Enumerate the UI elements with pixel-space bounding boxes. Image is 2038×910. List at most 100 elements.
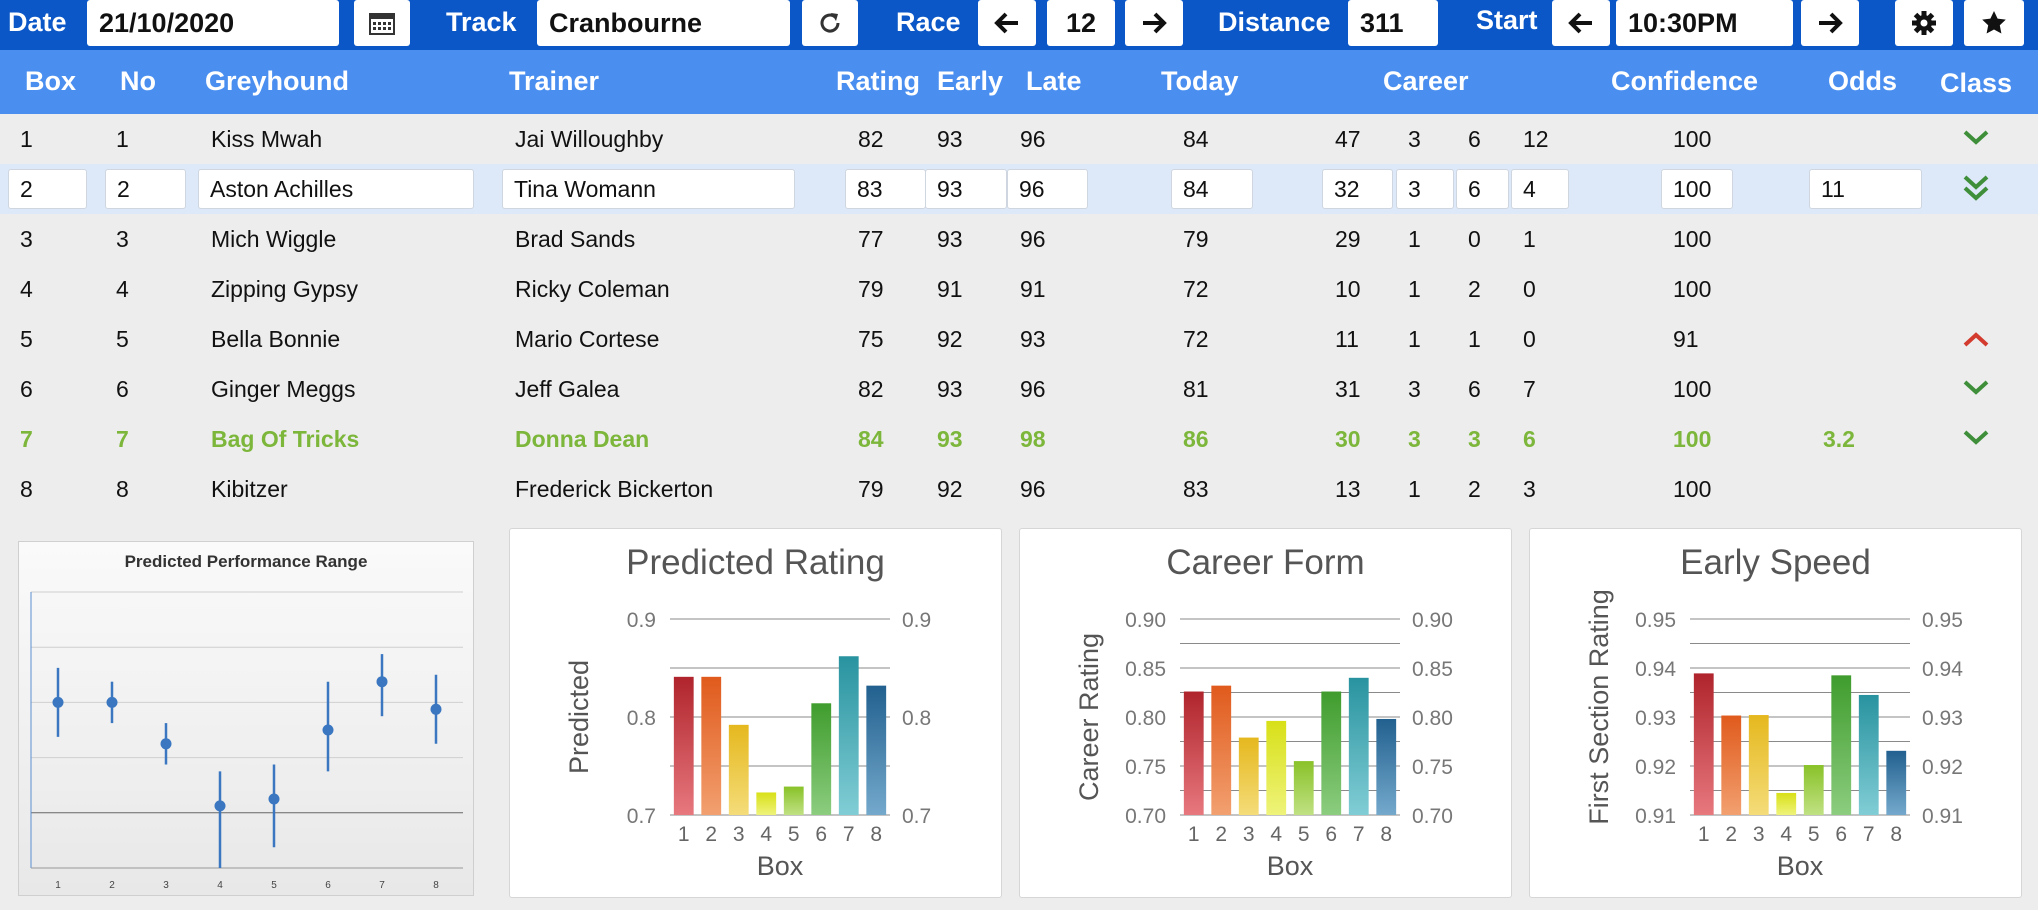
header-no[interactable]: No	[120, 66, 156, 96]
y2-tick-label: 0.8	[902, 707, 931, 730]
header-career[interactable]: Career	[1383, 66, 1469, 96]
no-cell: 8	[116, 476, 129, 502]
header-class[interactable]: Class	[1940, 68, 2013, 98]
greyhound-input[interactable]: Aston Achilles	[198, 169, 474, 209]
late-cell: 96	[1020, 376, 1046, 402]
header-rating[interactable]: Rating	[836, 66, 920, 96]
bar	[1348, 677, 1369, 815]
toolbar: Date 21/10/2020 Track Cranbourne Race 12…	[0, 0, 2038, 50]
rating-cell: 84	[858, 426, 884, 452]
start-time-field[interactable]: 10:30PM	[1616, 0, 1793, 46]
table-row[interactable]: 7 7 Bag Of Tricks Donna Dean 84 93 98 86 30 3 3 6 10…	[0, 414, 2038, 464]
no-input[interactable]: 2	[105, 169, 186, 209]
race-field[interactable]: 12	[1047, 0, 1115, 46]
career-wins-cell: 3	[1408, 376, 1421, 402]
start-label: Start	[1476, 5, 1538, 35]
c4-input[interactable]: 4	[1511, 169, 1569, 209]
start-prev-button[interactable]	[1552, 0, 1610, 46]
today-cell: 86	[1183, 426, 1209, 452]
greyhound-cell: Kibitzer	[211, 476, 288, 502]
favourite-button[interactable]	[1964, 0, 2024, 46]
career-wins-cell: 3	[1408, 126, 1421, 152]
x-tick-label: 5	[1298, 823, 1310, 846]
bar	[1183, 691, 1204, 815]
greyhound-cell: Bag Of Tricks	[211, 426, 360, 452]
start-next-button[interactable]	[1801, 0, 1859, 46]
table-row[interactable]: 3 3 Mich Wiggle Brad Sands 77 93 96 79 29 1 0 1 100	[0, 214, 2038, 264]
x-axis-label: Box	[1777, 851, 1824, 881]
calendar-icon	[369, 11, 395, 35]
x-tick-label: 2	[109, 880, 115, 891]
x-tick-label: 1	[55, 880, 61, 891]
late-cell: 98	[1020, 426, 1046, 452]
today-cell: 81	[1183, 376, 1209, 402]
x-tick-label: 2	[705, 823, 717, 846]
table-row[interactable]: 4 4 Zipping Gypsy Ricky Coleman 79 91 91 72 10 1 2…	[0, 264, 2038, 314]
y2-tick-label: 0.9	[902, 609, 931, 632]
y2-tick-label: 0.7	[902, 805, 931, 828]
box-cell: 4	[20, 276, 33, 302]
track-field[interactable]: Cranbourne	[537, 0, 790, 46]
box-input[interactable]: 2	[8, 169, 87, 209]
table-row[interactable]: 2 2 Aston Achilles Tina Womann 83 93 96 84 32 3 6 4…	[0, 164, 2038, 214]
x-tick-label: 6	[325, 880, 331, 891]
y-axis-label: Career Rating	[1074, 633, 1104, 801]
late-input[interactable]: 96	[1007, 169, 1088, 209]
table-header: Box No Greyhound Trainer Rating Early La…	[0, 50, 2038, 114]
bar	[701, 676, 722, 815]
early-input[interactable]: 93	[925, 169, 1007, 209]
career-places-cell: 6	[1468, 376, 1481, 402]
y-tick-label: 0.9	[627, 609, 656, 632]
header-trainer[interactable]: Trainer	[509, 66, 600, 96]
odds-input[interactable]: 11	[1809, 169, 1922, 209]
table-row[interactable]: 6 6 Ginger Meggs Jeff Galea 82 93 96 81 31 3 6 7 100	[0, 364, 2038, 414]
rating-input[interactable]: 83	[845, 169, 926, 209]
bar	[811, 703, 832, 815]
rating-cell: 82	[858, 126, 884, 152]
early-cell: 93	[937, 376, 963, 402]
x-tick-label: 4	[760, 823, 772, 846]
confidence-input[interactable]: 100	[1661, 169, 1733, 209]
race-prev-button[interactable]	[978, 0, 1036, 46]
c1-input[interactable]: 32	[1322, 169, 1393, 209]
header-odds[interactable]: Odds	[1828, 66, 1898, 96]
table-row[interactable]: 8 8 Kibitzer Frederick Bickerton 79 92 96 83 13 1…	[0, 464, 2038, 514]
career-wins-cell: 1	[1408, 226, 1421, 252]
x-tick-label: 1	[678, 823, 690, 846]
chart-title: Early Speed	[1680, 543, 1871, 582]
trainer-input[interactable]: Tina Womann	[502, 169, 795, 209]
today-input[interactable]: 84	[1171, 169, 1253, 209]
x-tick-label: 3	[1243, 823, 1255, 846]
no-cell: 7	[116, 426, 129, 452]
header-box[interactable]: Box	[25, 66, 77, 96]
career-other-cell: 7	[1523, 376, 1536, 402]
settings-button[interactable]	[1895, 0, 1953, 46]
calendar-button[interactable]	[354, 0, 410, 46]
header-today[interactable]: Today	[1161, 66, 1239, 96]
bar	[1376, 718, 1397, 815]
header-early[interactable]: Early	[937, 66, 1004, 96]
career-places-cell: 1	[1468, 326, 1481, 352]
range-point	[376, 676, 388, 688]
c2-input[interactable]: 3	[1396, 169, 1454, 209]
chevron-down-icon	[1962, 127, 1990, 152]
x-tick-label: 8	[433, 880, 439, 891]
table-row[interactable]: 1 1 Kiss Mwah Jai Willoughby 82 93 96 84 47 3 6 12 1…	[0, 114, 2038, 164]
c3-input[interactable]: 6	[1456, 169, 1509, 209]
date-field[interactable]: 21/10/2020	[87, 0, 339, 46]
refresh-button[interactable]	[802, 0, 858, 46]
predicted-rating-panel: Predicted Rating 0.7 0.7 0.8 0.8 0.9 0.9 1 2 3 4 5…	[509, 528, 1002, 898]
trainer-cell: Donna Dean	[515, 426, 650, 452]
table-row[interactable]: 5 5 Bella Bonnie Mario Cortese 75 92 93 72 11 1 1 0…	[0, 314, 2038, 364]
arrow-right-icon	[1817, 12, 1843, 34]
trainer-cell: Jeff Galea	[515, 376, 620, 402]
range-point	[322, 724, 334, 736]
distance-field[interactable]: 311	[1348, 0, 1438, 46]
header-greyhound[interactable]: Greyhound	[205, 66, 350, 96]
career-form-panel: Career Form 0.70 0.70 0.75 0.75 0.80 0.80 0.85…	[1019, 528, 1512, 898]
career-places-cell: 0	[1468, 226, 1481, 252]
race-next-button[interactable]	[1125, 0, 1183, 46]
header-late[interactable]: Late	[1026, 66, 1082, 96]
y-tick-label: 0.85	[1125, 658, 1166, 681]
header-confidence[interactable]: Confidence	[1611, 66, 1759, 96]
